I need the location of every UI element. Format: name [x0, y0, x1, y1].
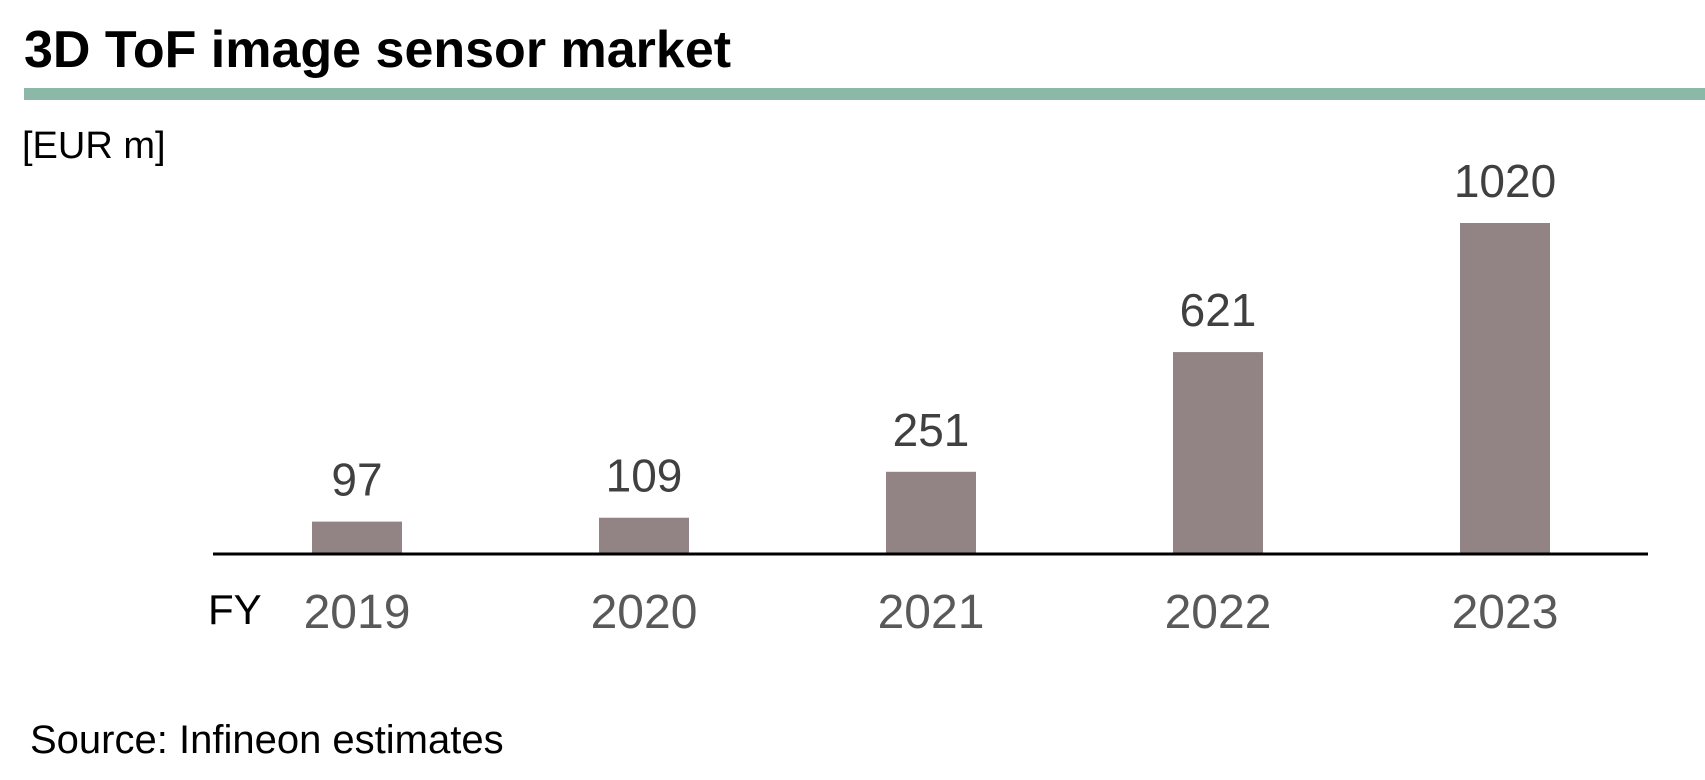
bar-labels-group: 97 109 251 621 1020 [331, 155, 1556, 506]
tick-label-2020: 2020 [591, 586, 698, 639]
bar-2022 [1173, 352, 1263, 553]
data-label-2022: 621 [1180, 284, 1257, 336]
bar-2021 [886, 471, 976, 553]
tick-label-2019: 2019 [304, 586, 411, 639]
unit-label: [EUR m] [22, 125, 166, 167]
bar-2019 [312, 521, 402, 553]
tick-labels-group: 2019 2020 2021 2022 2023 [304, 586, 1559, 639]
source-note: Source: Infineon estimates [30, 718, 504, 762]
data-label-2019: 97 [331, 454, 382, 506]
title-rule [24, 88, 1705, 100]
data-label-2020: 109 [606, 450, 683, 502]
bar-2020 [599, 517, 689, 553]
bar-2023 [1460, 223, 1550, 553]
chart-title: 3D ToF image sensor market [24, 21, 732, 79]
data-label-2023: 1020 [1454, 155, 1556, 207]
tick-label-2022: 2022 [1165, 586, 1272, 639]
bars-group [312, 223, 1550, 553]
data-label-2021: 251 [893, 404, 970, 456]
tick-label-2021: 2021 [878, 586, 985, 639]
tick-label-2023: 2023 [1452, 586, 1559, 639]
x-axis-title: FY [208, 586, 262, 633]
